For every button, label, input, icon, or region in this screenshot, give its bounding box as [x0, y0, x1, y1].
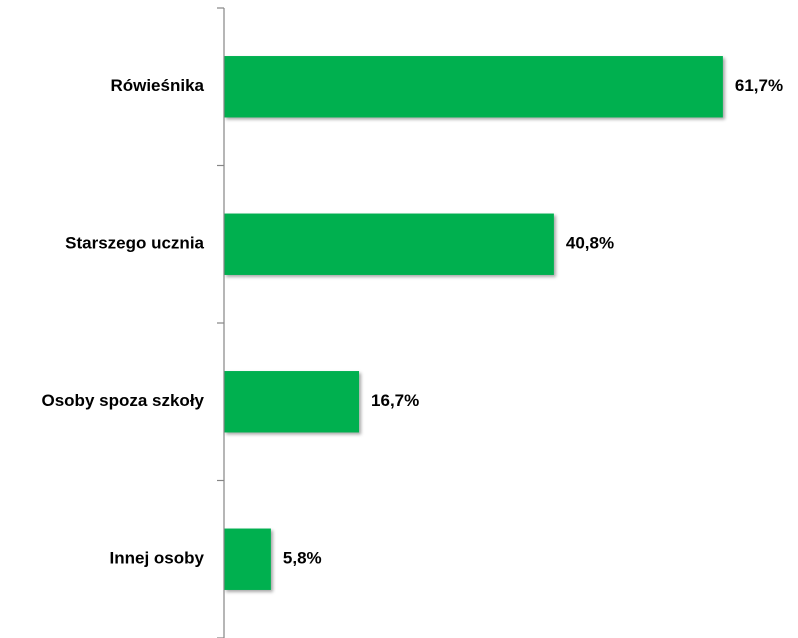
- data-label: 16,7%: [371, 391, 419, 410]
- labels-layer: Rówieśnika 61,7% Starszego ucznia 40,8% Osob…: [42, 76, 784, 568]
- category-label: Rówieśnika: [110, 76, 204, 95]
- bar: [224, 528, 271, 590]
- data-label: 61,7%: [735, 76, 783, 95]
- category-label: Osoby spoza szkoły: [42, 391, 205, 410]
- data-label: 5,8%: [283, 549, 322, 568]
- bar: [224, 213, 554, 275]
- category-label: Starszego ucznia: [65, 234, 204, 253]
- category-axis: [217, 7, 225, 638]
- bars-layer: [224, 56, 723, 590]
- bar: [224, 371, 360, 433]
- data-label: 40,8%: [566, 234, 614, 253]
- bar: [224, 56, 723, 118]
- category-label: Innej osoby: [110, 549, 205, 568]
